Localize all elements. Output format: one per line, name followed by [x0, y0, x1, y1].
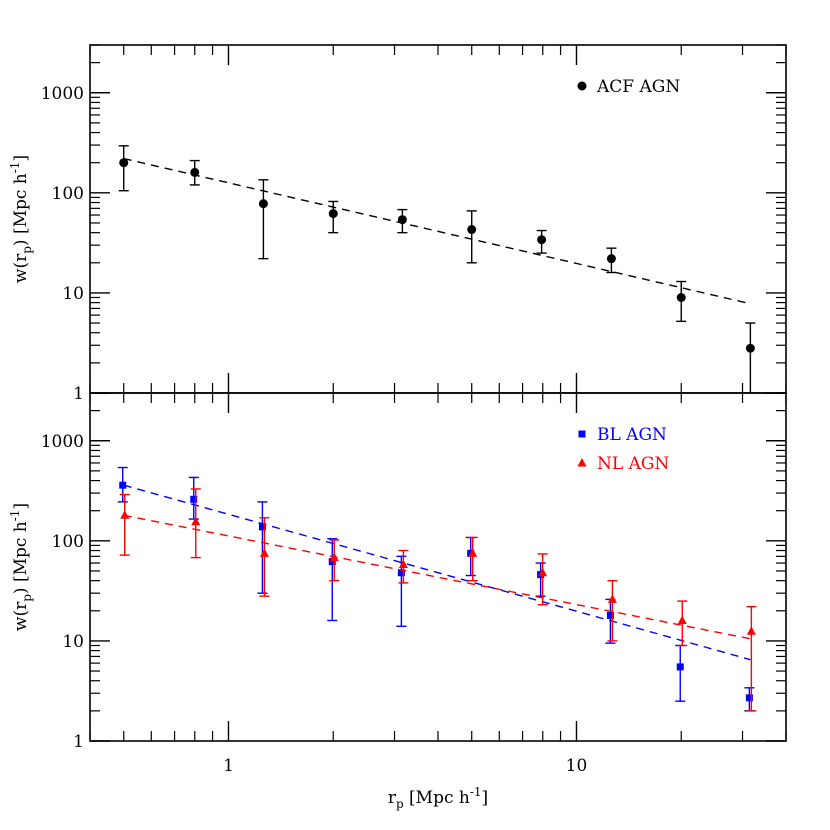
legend-label: ACF AGN [596, 77, 680, 97]
y-tick-label: 1000 [41, 84, 84, 104]
y-tick-label: 100 [52, 184, 84, 204]
x-axis-title: rp [Mpc h-1] [388, 785, 488, 811]
legend-marker [577, 81, 587, 91]
series-layer [118, 145, 756, 393]
fit-line [123, 157, 751, 305]
data-point [119, 481, 127, 489]
data-point [120, 510, 130, 519]
y-tick-label: 1 [73, 732, 84, 752]
plot-frame [89, 44, 787, 394]
x-tick-label: 10 [566, 756, 588, 776]
data-point [258, 199, 268, 209]
series-layer [117, 466, 757, 712]
fit-line [123, 514, 751, 640]
data-point [676, 292, 686, 302]
data-point [746, 626, 756, 635]
plot-frame [89, 392, 787, 742]
legend-marker [577, 458, 587, 467]
y-tick-label: 1 [73, 384, 84, 404]
y-tick-label: 1000 [41, 432, 84, 452]
y-tick-label: 10 [62, 632, 84, 652]
fit-line [123, 484, 751, 661]
axis-labels: w(rp) [Mpc h-1] w(rp) [Mpc h-1] rp [Mpc h-… [8, 155, 488, 811]
y-axis-title: w(rp) [Mpc h-1] [8, 155, 34, 283]
data-point [745, 694, 753, 702]
x-tick-label: 1 [223, 756, 234, 776]
data-point [398, 559, 408, 569]
data-point [676, 663, 684, 671]
legend-label: BL AGN [597, 425, 667, 445]
data-point [259, 548, 269, 557]
data-point [328, 209, 338, 219]
data-point [328, 558, 336, 566]
data-point [191, 516, 201, 526]
data-point [468, 548, 478, 557]
data-point [190, 495, 198, 503]
y-axis-title: w(rp) [Mpc h-1] [8, 503, 34, 631]
legend-label: NL AGN [597, 454, 669, 474]
data-point [467, 225, 477, 235]
data-point [258, 523, 266, 531]
data-point [677, 615, 687, 624]
data-point [606, 254, 616, 264]
data-point [607, 594, 617, 603]
data-point [606, 611, 614, 619]
data-point [397, 569, 405, 577]
data-point [190, 167, 200, 177]
data-point [329, 552, 339, 562]
data-point [538, 567, 548, 577]
bottom-panel: 1 10 100 1000 1 10 BL AGN NL AGN [41, 392, 787, 776]
data-point [119, 158, 129, 168]
data-point [537, 235, 547, 245]
data-point [397, 215, 407, 225]
legend-marker [578, 430, 586, 438]
data-point [745, 343, 755, 353]
top-panel: 1 10 100 1000 ACF AGN [41, 44, 787, 404]
y-tick-label: 10 [62, 284, 84, 304]
y-tick-label: 100 [52, 532, 84, 552]
